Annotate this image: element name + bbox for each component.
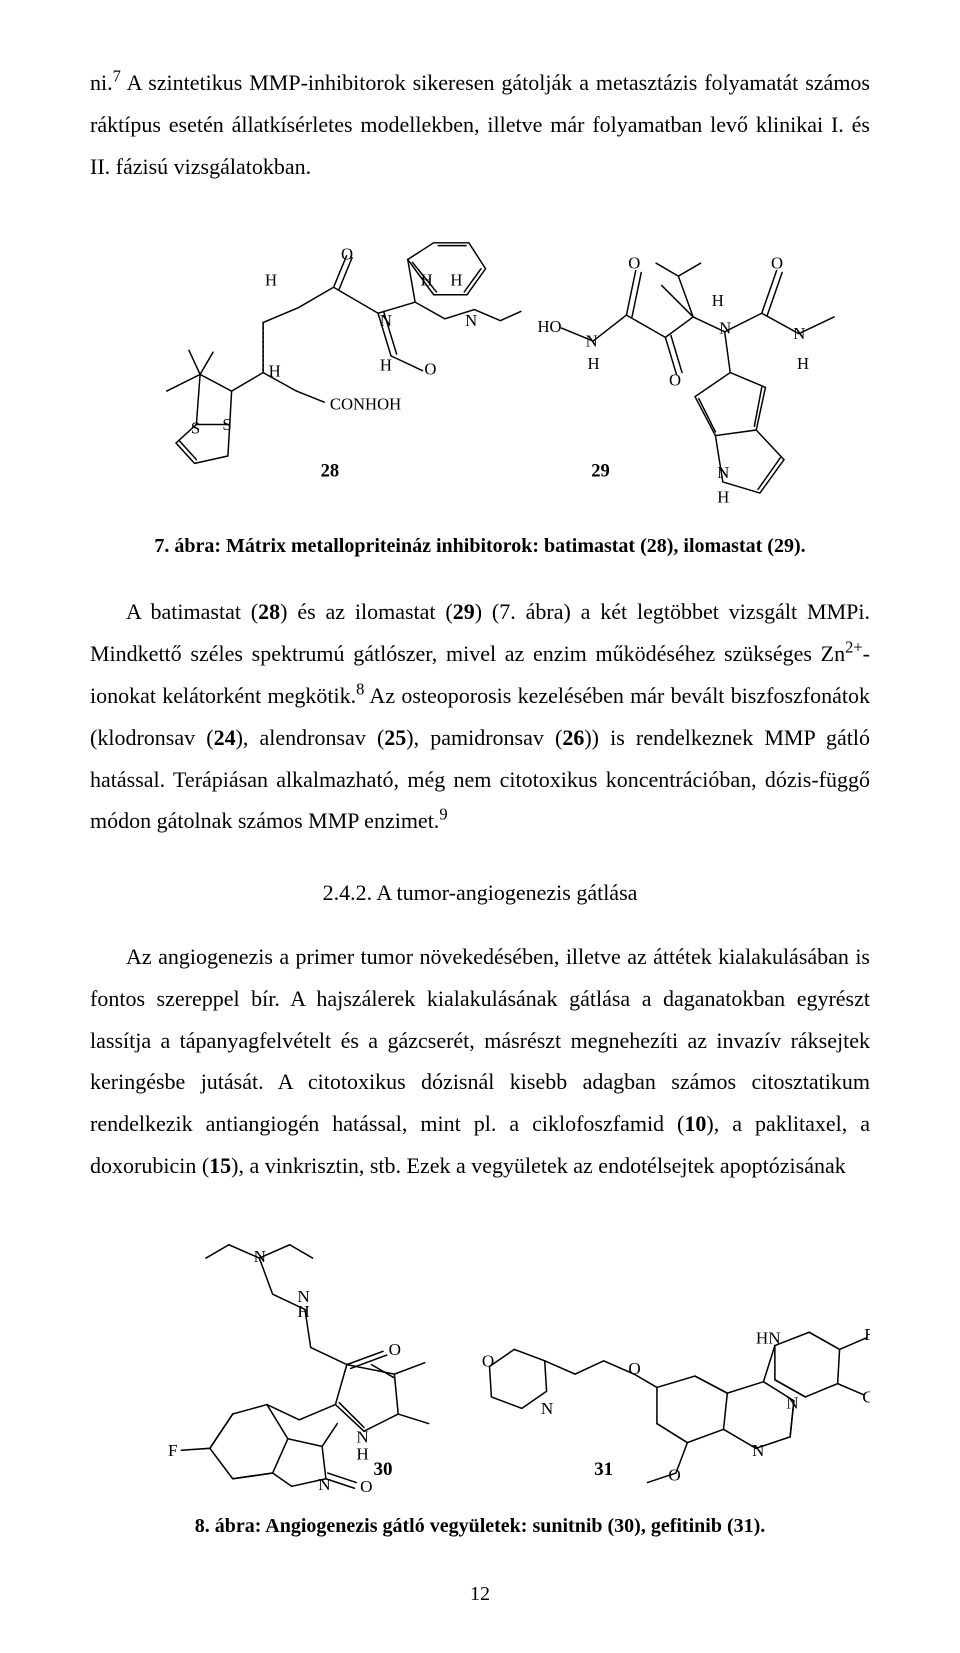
svg-text:N: N — [297, 1287, 309, 1306]
fig8-caption: 8. ábra: Angiogenezis gátló vegyületek: … — [195, 1515, 766, 1537]
p2-j: 25 — [384, 725, 406, 750]
svg-text:O: O — [668, 1465, 680, 1484]
svg-text:H: H — [265, 271, 277, 290]
svg-text:N: N — [793, 325, 805, 344]
p2-a: A batimastat ( — [126, 599, 258, 624]
svg-text:S: S — [222, 415, 231, 434]
svg-text:N: N — [719, 319, 731, 338]
p2-l: 26 — [562, 725, 584, 750]
svg-text:O: O — [482, 1351, 494, 1370]
svg-text:N: N — [318, 1475, 330, 1494]
svg-text:HO: HO — [537, 317, 561, 336]
svg-text:Cl: Cl — [862, 1387, 870, 1406]
svg-text:O: O — [389, 1340, 401, 1359]
svg-text:H: H — [712, 291, 724, 310]
section-2-4-2-head: 2.4.2. A tumor-angiogenezis gátlása — [90, 872, 870, 914]
figure-8-caption: 8. ábra: Angiogenezis gátló vegyületek: … — [90, 1507, 870, 1545]
fig7-caption: 7. ábra: Mátrix metallopriteináz inhibit… — [154, 535, 805, 557]
p3-e: ), a vinkrisztin, stb. Ezek a vegyületek… — [231, 1153, 846, 1178]
fig8-label-31: 31 — [594, 1459, 613, 1480]
svg-text:CONHOH: CONHOH — [330, 395, 401, 414]
svg-text:HN: HN — [756, 1328, 781, 1347]
p2-k: ), pamidronsav ( — [406, 725, 562, 750]
svg-text:N: N — [541, 1399, 553, 1418]
svg-text:N: N — [786, 1393, 798, 1412]
p2-sup3: 9 — [439, 805, 447, 824]
p1-sup1: 7 — [113, 67, 121, 86]
paragraph-1: ni.7 A szintetikus MMP-inhibitorok siker… — [90, 62, 870, 187]
p3-b: 10 — [684, 1111, 706, 1136]
p2-i: ), alendronsav ( — [236, 725, 385, 750]
svg-text:H: H — [318, 1494, 329, 1497]
fig7-label-29: 29 — [591, 461, 610, 482]
svg-text:N: N — [356, 1427, 368, 1446]
p2-sup1: 2+ — [845, 638, 863, 657]
svg-text:H: H — [797, 354, 809, 373]
svg-text:O: O — [628, 1359, 640, 1378]
svg-text:H: H — [450, 271, 462, 290]
p1-a: ni. — [90, 70, 113, 95]
svg-text:N: N — [717, 464, 729, 483]
svg-text:N: N — [465, 312, 477, 331]
svg-text:F: F — [864, 1325, 870, 1344]
fig7-svg: O H H H N H N O H CONHOH S S 28 — [100, 217, 860, 517]
p2-h: 24 — [214, 725, 236, 750]
paragraph-2: A batimastat (28) és az ilomastat (29) (… — [90, 591, 870, 842]
p2-b: 28 — [258, 599, 280, 624]
svg-text:O: O — [341, 245, 353, 264]
fig7-label-28: 28 — [321, 461, 340, 482]
svg-text:O: O — [360, 1477, 372, 1496]
svg-text:S: S — [191, 419, 200, 438]
svg-text:H: H — [356, 1444, 368, 1463]
svg-text:H: H — [380, 356, 392, 375]
page: ni.7 A szintetikus MMP-inhibitorok siker… — [0, 0, 960, 1653]
p1-b: A szintetikus MMP-inhibitorok sikeresen … — [90, 70, 870, 179]
p3-a: Az angiogenezis a primer tumor növekedés… — [90, 944, 870, 1136]
figure-7-caption: 7. ábra: Mátrix metallopriteináz inhibit… — [90, 527, 870, 565]
paragraph-3: Az angiogenezis a primer tumor növekedés… — [90, 936, 870, 1187]
fig8-label-30: 30 — [373, 1459, 392, 1480]
svg-text:O: O — [628, 254, 640, 273]
svg-text:H: H — [269, 362, 281, 381]
p3-d: 15 — [209, 1153, 231, 1178]
svg-text:N: N — [752, 1441, 764, 1460]
figure-7: O H H H N H N O H CONHOH S S 28 — [90, 217, 870, 517]
svg-text:H: H — [421, 271, 433, 290]
svg-text:O: O — [424, 360, 436, 379]
svg-text:F: F — [168, 1441, 178, 1460]
p2-c: ) és az ilomastat ( — [280, 599, 453, 624]
svg-text:N: N — [586, 332, 598, 351]
svg-text:O: O — [771, 254, 783, 273]
fig8-svg: N H N O F N H O N H 30 — [90, 1217, 870, 1497]
svg-text:N: N — [254, 1247, 266, 1266]
svg-text:N: N — [380, 312, 392, 331]
svg-text:H: H — [717, 488, 729, 507]
svg-text:O: O — [669, 371, 681, 390]
svg-text:H: H — [588, 354, 600, 373]
figure-8: N H N O F N H O N H 30 — [90, 1217, 870, 1497]
page-number: 12 — [90, 1575, 870, 1613]
p2-d: 29 — [453, 599, 475, 624]
